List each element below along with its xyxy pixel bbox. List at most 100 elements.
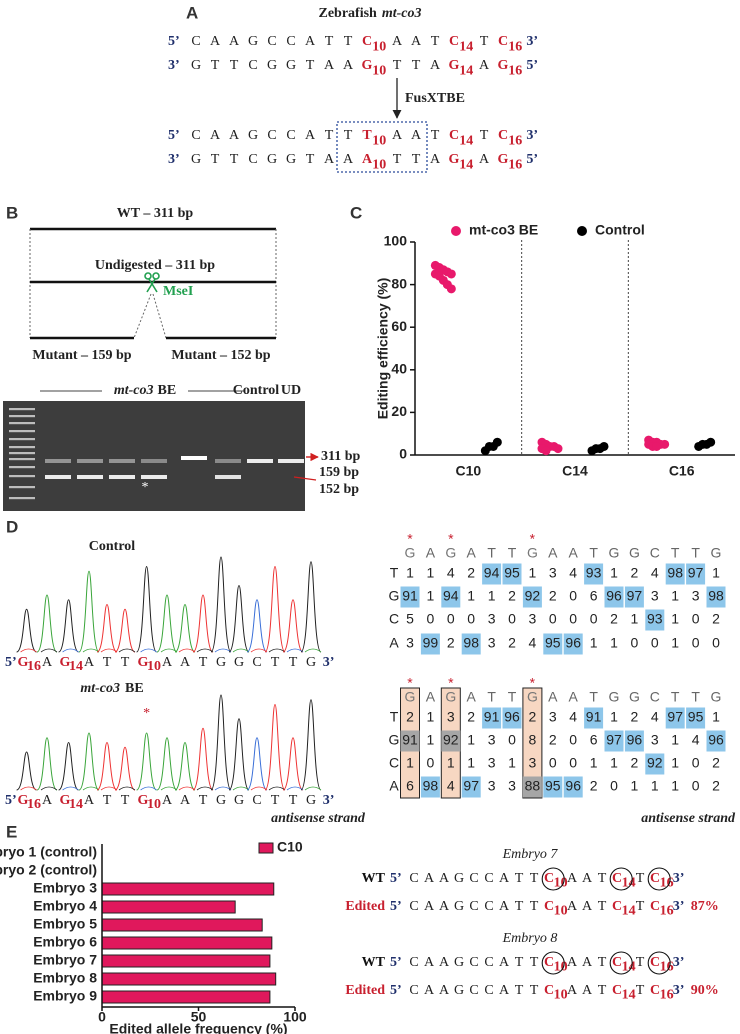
bar <box>101 918 263 932</box>
trace-peak <box>304 648 322 653</box>
size-pointer <box>293 476 317 481</box>
base: A <box>582 955 593 970</box>
edited-base: G <box>498 58 509 73</box>
ladder-band <box>9 475 35 478</box>
data-point <box>706 437 716 447</box>
header-base: A <box>467 545 477 561</box>
header-base: G <box>609 689 620 705</box>
trace-peak <box>62 648 79 653</box>
cell-value: 99 <box>423 635 439 651</box>
strand-end: 5’ <box>390 955 402 970</box>
trace-peak <box>300 699 322 791</box>
row-base: C <box>389 611 399 627</box>
base: T <box>344 128 353 143</box>
cell-value: 96 <box>708 732 724 748</box>
base-position: 16 <box>660 960 674 975</box>
base-position: 16 <box>27 659 41 674</box>
base: T <box>199 655 208 670</box>
scissors-icon <box>144 272 160 293</box>
data-point <box>446 284 456 294</box>
header-base: A <box>426 545 436 561</box>
cell-value: 97 <box>627 588 643 604</box>
cell-value: 3 <box>692 588 700 604</box>
base: A <box>180 655 191 670</box>
header-base: T <box>589 545 598 561</box>
base: T <box>530 871 539 886</box>
cell-value: 3 <box>529 611 537 627</box>
cell-value: 1 <box>529 565 537 581</box>
base: A <box>430 152 441 167</box>
cell-value: 3 <box>651 732 659 748</box>
size-label: 311 bp <box>321 449 361 464</box>
base-position: 14 <box>622 904 636 919</box>
trace-peak <box>20 786 37 791</box>
base: A <box>343 152 354 167</box>
gel-band <box>278 459 304 463</box>
ladder-band <box>9 430 35 433</box>
base: C <box>484 871 493 886</box>
edit-star: * <box>530 675 536 691</box>
cell-value: 95 <box>688 709 704 725</box>
data-point <box>553 444 563 454</box>
edited-base: C <box>498 34 508 49</box>
cell-value: 1 <box>651 778 659 794</box>
cell-value: 95 <box>545 635 561 651</box>
trace-peak <box>156 594 178 653</box>
cell-highlight <box>584 707 604 729</box>
base-circle <box>609 951 633 975</box>
cell-highlight <box>624 730 644 752</box>
base: G <box>306 793 316 808</box>
y-tick-label: 60 <box>391 318 407 334</box>
cell-value: 1 <box>671 611 679 627</box>
edited-base: G <box>498 152 509 167</box>
edited-base: C <box>612 871 622 886</box>
base: A <box>499 899 510 914</box>
cell-highlight <box>686 563 706 585</box>
cell-highlight <box>604 730 624 752</box>
cell-value: 4 <box>447 778 455 794</box>
cell-value: 2 <box>447 635 455 651</box>
cell-value: 2 <box>631 565 639 581</box>
base: T <box>431 128 440 143</box>
data-point <box>660 439 670 449</box>
y-tick-label: Embryo 7 <box>33 952 97 968</box>
cell-value: 94 <box>484 565 500 581</box>
cell-highlight <box>624 586 644 608</box>
cell-value: 88 <box>525 778 541 794</box>
base: T <box>598 983 607 998</box>
strand-end: 5’ <box>390 899 402 914</box>
column-box <box>522 687 543 799</box>
gel-band <box>181 456 207 460</box>
cell-highlight <box>686 707 706 729</box>
base: A <box>180 793 191 808</box>
cell-highlight <box>400 730 420 752</box>
edited-base: G <box>449 58 460 73</box>
edited-base: G <box>60 793 71 808</box>
base: G <box>234 655 244 670</box>
edited-base: C <box>544 983 554 998</box>
trace-peak <box>282 599 304 653</box>
cell-value: 0 <box>631 635 639 651</box>
gel-band <box>77 459 103 463</box>
cell-value: 0 <box>508 732 516 748</box>
gel-band <box>109 459 135 463</box>
bar <box>101 954 271 968</box>
title-prefix: Zebrafish <box>319 6 378 21</box>
bar <box>101 900 236 914</box>
cell-value: 97 <box>688 565 704 581</box>
cell-value: 93 <box>647 611 663 627</box>
base: A <box>305 128 316 143</box>
edited-base: C <box>612 955 622 970</box>
cell-value: 98 <box>423 778 439 794</box>
y-tick-label: 40 <box>391 361 407 377</box>
ladder-band <box>9 415 35 418</box>
base: A <box>567 955 578 970</box>
base: A <box>305 34 316 49</box>
cell-value: 91 <box>402 588 418 604</box>
trace-peak <box>96 741 118 791</box>
base: A <box>582 899 593 914</box>
cell-value: 0 <box>692 635 700 651</box>
strand-end: 3’ <box>673 983 685 998</box>
trace-peak <box>228 584 250 653</box>
cell-value: 0 <box>569 611 577 627</box>
